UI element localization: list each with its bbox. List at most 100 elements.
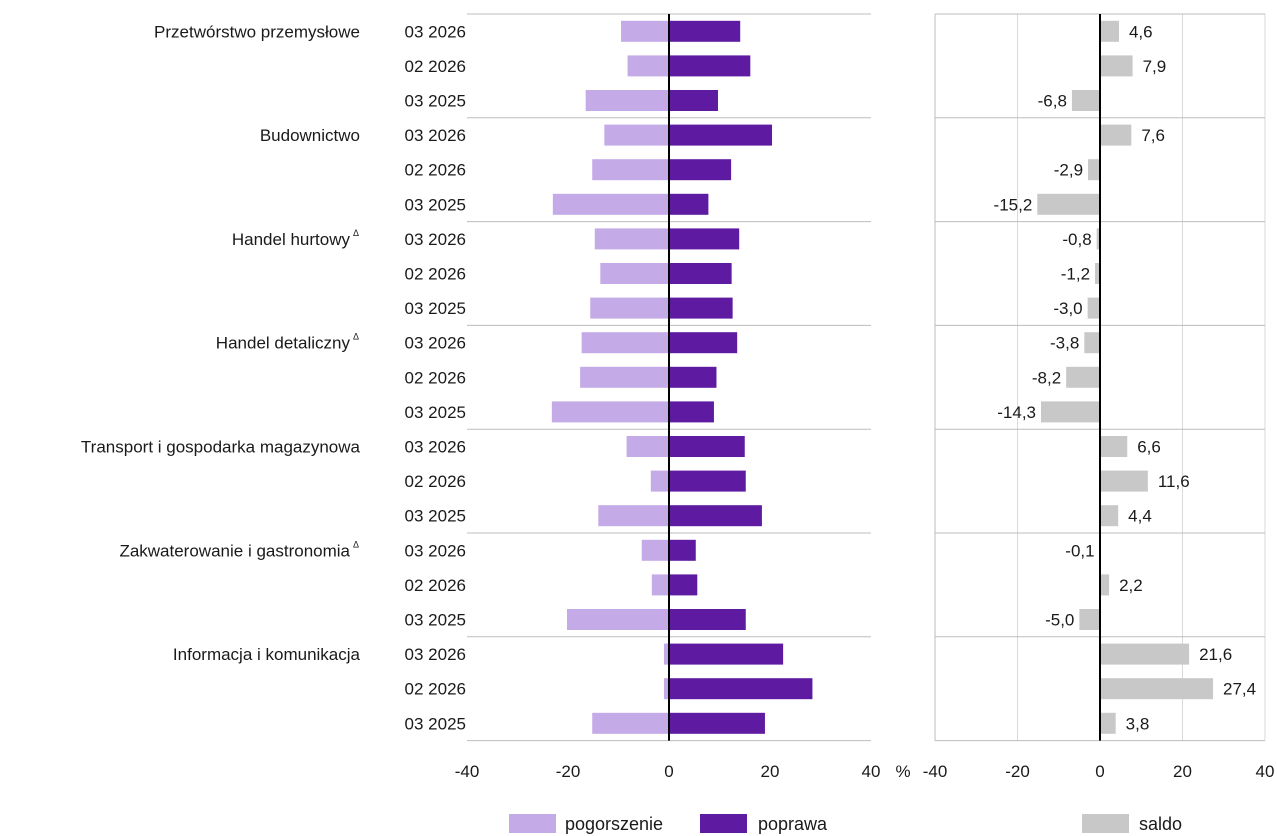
right-x-tick: 0 <box>1095 762 1104 781</box>
bar-saldo <box>1087 297 1100 319</box>
bar-saldo <box>1079 609 1100 630</box>
axes-layer: -40 -20 0 20 40 -40 -20 0 20 40% <box>455 14 1274 781</box>
saldo-label: 3,8 <box>1126 714 1150 733</box>
legend-label-saldo: saldo <box>1139 814 1182 834</box>
saldo-label: -15,2 <box>994 195 1033 214</box>
bar-pogorszenie <box>551 401 669 423</box>
period-label: 03 2025 <box>405 403 466 422</box>
bar-poprawa <box>669 159 732 181</box>
bar-pogorszenie <box>592 159 669 181</box>
bar-saldo <box>1084 332 1100 354</box>
saldo-label: 7,9 <box>1143 57 1167 76</box>
saldo-label: -8,2 <box>1032 368 1061 387</box>
bar-poprawa <box>669 609 746 630</box>
period-label: 02 2026 <box>405 680 466 699</box>
saldo-label: 4,4 <box>1128 507 1152 526</box>
bar-poprawa <box>669 539 696 561</box>
sector-name: Zakwaterowanie i gastronomia <box>119 541 350 560</box>
period-label: 03 2026 <box>405 22 466 41</box>
bar-poprawa <box>669 297 733 319</box>
bar-pogorszenie <box>626 436 669 457</box>
bar-poprawa <box>669 20 741 42</box>
bar-pogorszenie <box>663 643 669 665</box>
bar-saldo <box>1100 124 1132 146</box>
x-unit-label: % <box>895 762 910 781</box>
saldo-label: 27,4 <box>1223 680 1256 699</box>
legend: pogorszenie poprawa saldo <box>509 814 1182 834</box>
sector-note-mark: Δ <box>353 539 359 549</box>
period-label: 02 2026 <box>405 576 466 595</box>
bar-poprawa <box>669 643 784 665</box>
bar-saldo <box>1096 228 1100 250</box>
bar-poprawa <box>669 505 762 527</box>
legend-swatch-poprawa <box>700 814 747 833</box>
bar-saldo <box>1088 159 1100 181</box>
bar-pogorszenie <box>651 574 669 596</box>
period-label: 03 2025 <box>405 195 466 214</box>
saldo-label: -3,8 <box>1050 334 1079 353</box>
bar-saldo <box>1100 574 1110 596</box>
bar-poprawa <box>669 678 813 700</box>
right-x-tick: 20 <box>1173 762 1192 781</box>
bar-pogorszenie <box>663 678 669 700</box>
bars-layer <box>551 20 1214 734</box>
legend-label-pogorszenie: pogorszenie <box>565 814 663 834</box>
bar-saldo <box>1037 193 1100 215</box>
right-x-tick: -40 <box>923 762 948 781</box>
bar-poprawa <box>669 712 765 734</box>
bar-saldo <box>1100 55 1133 77</box>
left-x-tick: 20 <box>761 762 780 781</box>
period-label: 03 2026 <box>405 126 466 145</box>
sector-name: Handel hurtowy <box>232 230 351 249</box>
period-label: 02 2026 <box>405 161 466 180</box>
period-label: 03 2025 <box>405 714 466 733</box>
bar-pogorszenie <box>627 55 669 77</box>
period-label: 02 2026 <box>405 472 466 491</box>
bar-poprawa <box>669 263 732 284</box>
saldo-label: 6,6 <box>1137 438 1161 457</box>
left-x-tick: -20 <box>556 762 581 781</box>
bar-saldo <box>1100 470 1148 492</box>
saldo-label: -6,8 <box>1038 92 1067 111</box>
legend-swatch-pogorszenie <box>509 814 556 833</box>
sector-name: Przetwórstwo przemysłowe <box>154 22 360 41</box>
saldo-label: -2,9 <box>1054 161 1083 180</box>
legend-swatch-saldo <box>1082 814 1129 833</box>
period-label: 03 2026 <box>405 438 466 457</box>
period-label: 03 2025 <box>405 611 466 630</box>
bar-pogorszenie <box>585 90 669 111</box>
sector-name: Informacja i komunikacja <box>173 645 361 664</box>
bar-poprawa <box>669 55 751 77</box>
bar-saldo <box>1100 643 1190 665</box>
bar-pogorszenie <box>650 470 669 492</box>
bar-saldo <box>1100 505 1119 527</box>
legend-label-poprawa: poprawa <box>758 814 828 834</box>
bar-poprawa <box>669 470 746 492</box>
bar-pogorszenie <box>641 539 669 561</box>
saldo-label: -0,8 <box>1062 230 1091 249</box>
bar-saldo <box>1100 678 1214 700</box>
bar-saldo <box>1066 366 1100 388</box>
bar-poprawa <box>669 332 738 354</box>
bar-pogorszenie <box>594 228 669 250</box>
right-x-tick: -20 <box>1005 762 1030 781</box>
saldo-label: -5,0 <box>1045 611 1074 630</box>
left-x-tick: 40 <box>862 762 881 781</box>
bar-pogorszenie <box>581 332 669 354</box>
saldo-label: 21,6 <box>1199 645 1232 664</box>
bar-poprawa <box>669 228 740 250</box>
left-x-tick: 0 <box>664 762 673 781</box>
period-label: 03 2025 <box>405 299 466 318</box>
left-x-tick: -40 <box>455 762 480 781</box>
bar-pogorszenie <box>580 366 669 388</box>
bar-saldo <box>1041 401 1100 423</box>
period-label: 02 2026 <box>405 368 466 387</box>
bar-pogorszenie <box>600 263 669 284</box>
bar-poprawa <box>669 574 698 596</box>
period-label: 03 2026 <box>405 230 466 249</box>
sector-name: Transport i gospodarka magazynowa <box>81 438 361 457</box>
saldo-label: -14,3 <box>997 403 1036 422</box>
saldo-label: 4,6 <box>1129 22 1153 41</box>
bar-poprawa <box>669 401 714 423</box>
